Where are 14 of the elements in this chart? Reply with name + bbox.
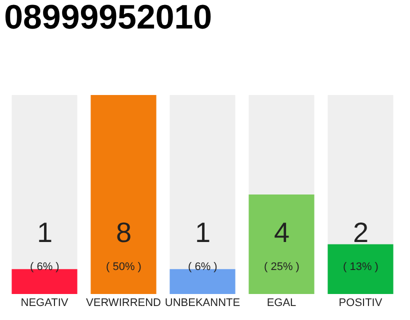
x-tick-label: VERWIRREND xyxy=(86,297,162,309)
data-label: 8 xyxy=(116,217,132,248)
x-tick-label: NEGATIV xyxy=(20,297,69,309)
data-label: 1 xyxy=(37,217,53,248)
data-label: 1 xyxy=(195,217,211,248)
x-tick-label: UNBEKANNTE xyxy=(164,297,240,309)
data-label: 2 xyxy=(353,217,369,248)
annotation: ( 50% ) xyxy=(106,261,142,273)
chart-title: 08999952010 xyxy=(4,0,212,37)
x-tick-label: EGAL xyxy=(266,297,296,309)
x-tick-label: POSITIV xyxy=(338,297,383,309)
data-label: 4 xyxy=(274,217,290,248)
annotation: ( 25% ) xyxy=(264,261,300,273)
annotation: ( 13% ) xyxy=(343,261,378,273)
